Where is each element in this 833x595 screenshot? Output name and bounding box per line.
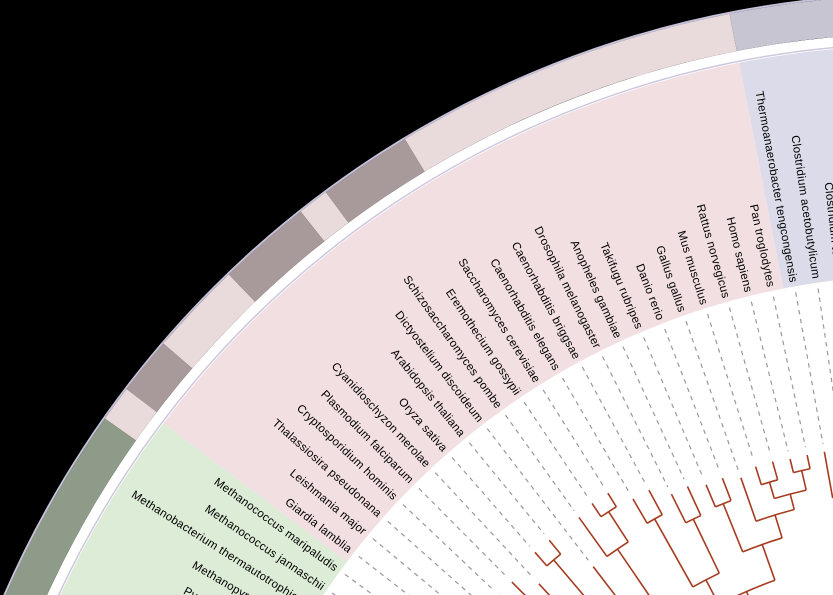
branch-line xyxy=(705,579,715,595)
branch-line xyxy=(607,492,618,508)
domain-color-wedges xyxy=(60,49,833,595)
branch-line xyxy=(534,551,548,567)
branch-line xyxy=(754,466,763,485)
guide-line xyxy=(817,288,833,395)
leaf-label[interactable]: Clostridium tetani xyxy=(822,182,833,277)
zone-eukaryota xyxy=(163,62,784,562)
branch-line xyxy=(774,514,783,539)
guide-line xyxy=(772,296,807,448)
branch-line xyxy=(806,454,811,469)
ring-segment-viridiplantae xyxy=(228,211,325,302)
guide-line xyxy=(562,377,630,493)
branch-line xyxy=(607,511,629,543)
guide-line xyxy=(643,337,704,478)
branch-line xyxy=(592,566,616,595)
branch-line xyxy=(686,486,702,516)
guide-line xyxy=(728,307,771,454)
ring-segment-alveolata-diatoms xyxy=(163,274,256,369)
guide-line xyxy=(795,292,824,444)
branch-line xyxy=(553,559,585,595)
branch-line xyxy=(670,493,687,524)
branch-line xyxy=(653,518,694,588)
branch-line xyxy=(548,539,562,555)
branch-line xyxy=(768,481,776,499)
branch-line xyxy=(789,458,795,473)
branch-line xyxy=(692,518,720,574)
guide-line xyxy=(387,520,472,595)
branch-arc xyxy=(692,572,720,588)
branch-line xyxy=(705,484,717,508)
ring-segment-archaea xyxy=(5,418,136,595)
guide-line xyxy=(402,504,494,591)
guide-line xyxy=(601,356,669,488)
branch-line xyxy=(789,493,796,510)
ring-segment-fungi xyxy=(325,139,425,223)
tree-branches xyxy=(499,451,833,595)
ring-segment-metazoa xyxy=(404,13,737,172)
guide-line xyxy=(372,538,442,595)
branch-line xyxy=(616,548,650,595)
ring-segment-kinetoplastida xyxy=(126,343,193,413)
guide-line xyxy=(358,555,410,595)
guide-line xyxy=(523,401,589,498)
ring-segment-diplomonadida xyxy=(104,389,157,441)
branch-line xyxy=(771,461,779,481)
guide-line xyxy=(664,328,721,471)
guide-line xyxy=(581,366,646,484)
guide-line xyxy=(486,428,589,561)
guide-line xyxy=(542,389,605,487)
guide-line xyxy=(418,487,507,577)
guide-line xyxy=(451,457,531,547)
branch-line xyxy=(761,544,776,581)
branch-arc xyxy=(546,553,562,567)
guide-line xyxy=(622,346,685,480)
branch-line xyxy=(538,583,551,595)
dashed-guide-lines xyxy=(331,288,833,595)
ring-segment-mycetozoa xyxy=(300,192,349,242)
branch-line xyxy=(648,489,663,516)
branch-line xyxy=(578,516,608,557)
branch-line xyxy=(823,451,833,499)
branch-line xyxy=(721,477,732,501)
zone-archaea xyxy=(60,423,347,595)
branch-line xyxy=(800,470,807,491)
zone-bacteria xyxy=(739,49,833,289)
branch-line xyxy=(591,503,602,518)
branch-line xyxy=(511,581,526,595)
branch-arc xyxy=(685,514,702,524)
branch-line xyxy=(632,498,648,524)
guide-line xyxy=(504,414,575,512)
ring-segment-bacteria xyxy=(729,0,833,51)
branch-line xyxy=(722,503,744,553)
branch-line xyxy=(740,477,757,522)
guide-line xyxy=(750,301,789,452)
guide-line xyxy=(468,442,545,535)
guide-line xyxy=(434,472,534,579)
guide-line xyxy=(706,313,754,460)
